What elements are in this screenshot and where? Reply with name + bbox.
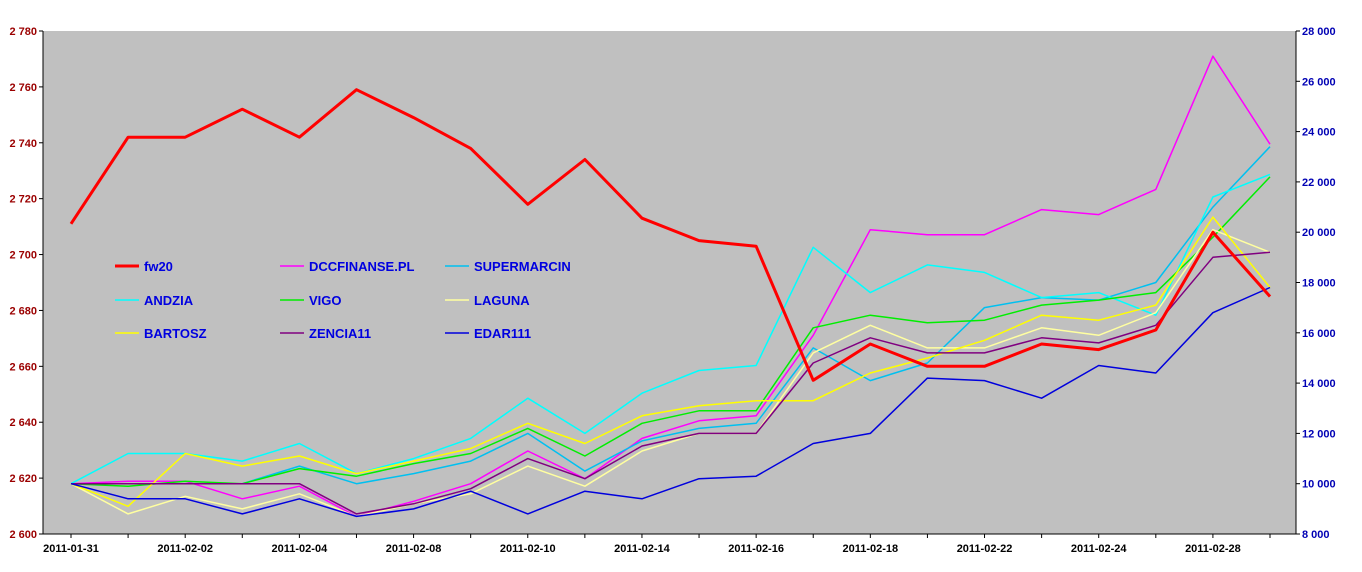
legend-label: BARTOSZ: [144, 326, 207, 341]
legend-label: VIGO: [309, 293, 342, 308]
x-tick-label: 2011-02-08: [386, 543, 442, 555]
series-line-bartosz: [70, 216, 1271, 508]
x-tick-label: 2011-02-04: [272, 543, 329, 555]
legend-label: fw20: [144, 259, 173, 274]
left-tick-label: 2 620: [9, 473, 37, 485]
right-tick-label: 22 000: [1302, 177, 1336, 189]
x-tick-label: 2011-02-28: [1185, 543, 1241, 555]
left-tick-label: 2 700: [9, 250, 37, 262]
right-tick-label: 20 000: [1302, 227, 1336, 239]
x-tick-label: 2011-02-22: [957, 543, 1013, 555]
left-tick-label: 2 640: [9, 417, 37, 429]
legend-label: EDAR111: [474, 326, 531, 341]
right-tick-label: 14 000: [1302, 378, 1336, 390]
left-tick-label: 2 720: [9, 194, 37, 206]
left-tick-label: 2 600: [9, 529, 37, 541]
left-tick-label: 2 740: [9, 138, 37, 150]
x-tick-label: 2011-02-16: [728, 543, 784, 555]
right-tick-label: 18 000: [1302, 278, 1336, 290]
right-tick-label: 8 000: [1302, 529, 1330, 541]
legend-label: DCCFINANSE.PL: [309, 259, 415, 274]
series-line-zencia11: [71, 251, 1271, 515]
right-tick-label: 12 000: [1302, 428, 1336, 440]
x-tick-label: 2011-02-14: [614, 543, 671, 555]
series-line-vigo: [70, 176, 1271, 487]
series-line-dccfinanse-pl: [70, 55, 1271, 518]
plot-area: [43, 31, 1296, 534]
x-tick-label: 2011-02-18: [842, 543, 898, 555]
x-tick-label: 2011-02-10: [500, 543, 556, 555]
series-line-laguna: [70, 228, 1271, 518]
series-line-supermarcin: [71, 146, 1271, 485]
legend-label: SUPERMARCIN: [474, 259, 571, 274]
left-tick-label: 2 660: [9, 361, 37, 373]
legend-label: LAGUNA: [474, 293, 530, 308]
right-tick-label: 28 000: [1302, 26, 1336, 38]
series-line-edar111: [70, 286, 1271, 518]
x-tick-label: 2011-01-31: [43, 543, 99, 555]
right-tick-label: 16 000: [1302, 328, 1336, 340]
right-tick-label: 26 000: [1302, 76, 1336, 88]
left-tick-label: 2 760: [9, 82, 37, 94]
left-tick-label: 2 680: [9, 305, 37, 317]
x-tick-label: 2011-02-02: [157, 543, 213, 555]
axes: 2 600 2 620 2 640 2 660 2 680 2 700 2 720 2 740…: [9, 26, 1335, 555]
right-tick-label: 10 000: [1302, 479, 1336, 491]
legend-label: ZENCIA11: [309, 326, 371, 341]
series-line-fw20: [69, 88, 1272, 382]
left-tick-label: 2 780: [9, 26, 37, 38]
series-layer: [69, 55, 1272, 518]
x-tick-label: 2011-02-24: [1071, 543, 1128, 555]
right-tick-label: 24 000: [1302, 127, 1336, 139]
series-line-andzia: [70, 173, 1271, 485]
legend-label: ANDZIA: [144, 293, 194, 308]
legend: fw20 DCCFINANSE.PL SUPERMARCIN ANDZIA VIGO LA…: [115, 259, 571, 341]
